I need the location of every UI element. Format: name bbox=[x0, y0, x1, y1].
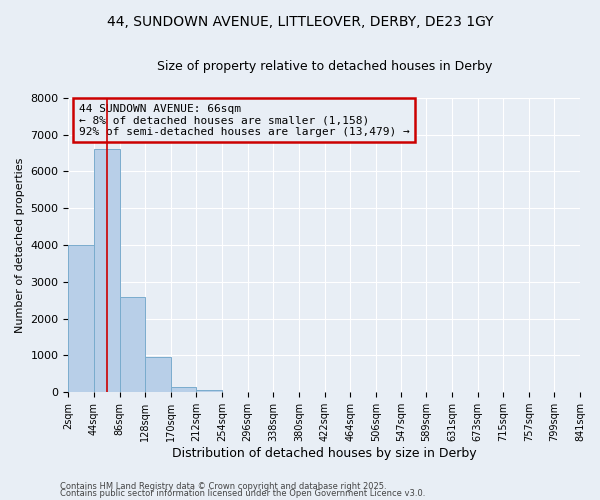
Text: 44, SUNDOWN AVENUE, LITTLEOVER, DERBY, DE23 1GY: 44, SUNDOWN AVENUE, LITTLEOVER, DERBY, D… bbox=[107, 15, 493, 29]
Title: Size of property relative to detached houses in Derby: Size of property relative to detached ho… bbox=[157, 60, 492, 73]
Bar bbox=[171, 386, 196, 392]
Text: Contains HM Land Registry data © Crown copyright and database right 2025.: Contains HM Land Registry data © Crown c… bbox=[60, 482, 386, 491]
Text: 44 SUNDOWN AVENUE: 66sqm
← 8% of detached houses are smaller (1,158)
92% of semi: 44 SUNDOWN AVENUE: 66sqm ← 8% of detache… bbox=[79, 104, 409, 137]
Bar bbox=[119, 296, 145, 392]
Bar bbox=[196, 390, 222, 392]
X-axis label: Distribution of detached houses by size in Derby: Distribution of detached houses by size … bbox=[172, 447, 476, 460]
Bar bbox=[68, 245, 94, 392]
Text: Contains public sector information licensed under the Open Government Licence v3: Contains public sector information licen… bbox=[60, 489, 425, 498]
Y-axis label: Number of detached properties: Number of detached properties bbox=[15, 158, 25, 332]
Bar bbox=[94, 150, 119, 392]
Bar bbox=[145, 358, 171, 392]
